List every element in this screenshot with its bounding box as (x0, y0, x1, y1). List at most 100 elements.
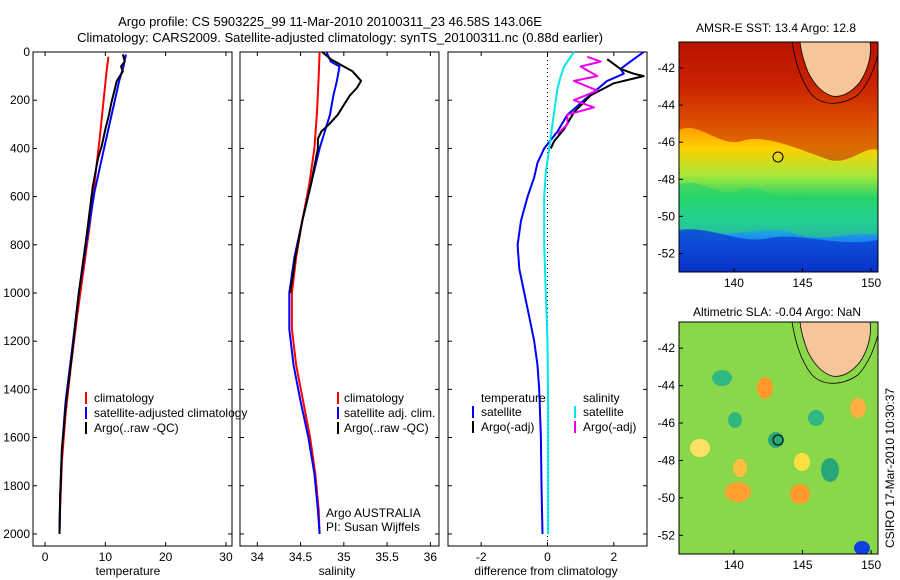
y-tick-label: 1400 (3, 382, 30, 396)
float-program-label: Argo AUSTRALIA (326, 506, 421, 520)
x-tick-label: 34.5 (289, 550, 313, 564)
y-tick-label: 2000 (3, 527, 30, 541)
legend-label-temp-satellite: satellite (481, 405, 522, 419)
sst-map: AMSR-E SST: 13.4 Argo: 12.8 (678, 21, 879, 273)
y-tick-label: 200 (10, 93, 30, 107)
figure-title-line2: Climatology: CARS2009. Satellite-adjuste… (77, 30, 603, 45)
sst-map-frame (678, 41, 879, 273)
sla-blob (768, 432, 784, 448)
difference-legend: temperature satellite Argo(-adj) salinit… (472, 391, 636, 434)
legend-title-temperature: temperature (481, 391, 546, 405)
sst-green-band (679, 182, 878, 238)
series-line (543, 51, 575, 534)
series-line (549, 58, 645, 149)
x-tick-label: 20 (159, 550, 173, 564)
legend-label-sal-argo: Argo(-adj) (583, 420, 636, 434)
salinity-plot: 34 34.5 35 35.5 36 (240, 51, 439, 564)
series-line (58, 56, 110, 535)
salinity-legend: climatology satellite adj. clim. Argo(..… (337, 391, 435, 435)
salinity-axis-label: salinity (319, 564, 356, 578)
legend-label-climatology: climatology (344, 391, 404, 405)
legend-title-salinity: salinity (583, 391, 620, 405)
temperature-legend: climatology satellite-adjusted climatolo… (85, 391, 247, 435)
map-x-tick-label: 140 (724, 276, 744, 290)
map-axes: 140 145 150 -42 -44 -46 -48 -50 -52 140 145 150 -42 -… (658, 61, 882, 572)
legend-label-argo: Argo(..raw -QC) (344, 421, 429, 435)
tasmania-bathymetry (791, 322, 878, 384)
map-x-tick-label: 140 (724, 558, 744, 572)
difference-axis-label: difference from climatology (474, 564, 617, 578)
series-line (58, 54, 126, 535)
y-tick-label: 400 (10, 141, 30, 155)
x-tick-label: 0 (544, 550, 551, 564)
sla-blob (850, 398, 866, 418)
map-y-tick-label: -44 (658, 379, 676, 393)
y-tick-label: 1000 (3, 286, 30, 300)
map-x-tick-label: 145 (793, 276, 813, 290)
series-line (289, 51, 363, 294)
sla-blob (690, 439, 710, 457)
map-x-tick-label: 150 (861, 558, 881, 572)
legend-label-temp-argo: Argo(-adj) (481, 420, 534, 434)
legend-label-argo: Argo(..raw -QC) (94, 421, 179, 435)
argo-float-marker (772, 434, 784, 446)
map-y-tick-label: -46 (658, 135, 676, 149)
sst-blue-band (679, 229, 878, 272)
x-tick-label: 35 (337, 550, 351, 564)
map-y-tick-label: -46 (658, 416, 676, 430)
sla-blob (733, 459, 747, 477)
map-y-tick-label: -50 (658, 209, 676, 223)
series-line (290, 51, 321, 535)
sla-blob (808, 410, 824, 426)
sla-blob (725, 482, 751, 502)
sla-map-frame (678, 321, 879, 555)
legend-label-sal-satellite: satellite (583, 405, 624, 419)
y-tick-label: 0 (23, 45, 30, 59)
creation-stamp: CSIRO 17-Mar-2010 10:30:37 (883, 388, 897, 548)
argo-float-marker (772, 151, 784, 163)
legend-label-satellite: satellite-adjusted climatology (94, 406, 247, 420)
sla-blob (790, 484, 810, 504)
legend-label-satellite: satellite adj. clim. (344, 406, 435, 420)
temperature-plot: 0 10 20 30 0 200 400 600 800 1000 1200 1400 1600 1800… (3, 45, 233, 564)
sla-blob (821, 458, 839, 482)
pi-label: PI: Susan Wijffels (326, 520, 420, 534)
x-tick-label: 10 (99, 550, 113, 564)
y-tick-label: 600 (10, 190, 30, 204)
sla-blob (794, 453, 810, 471)
map-y-tick-label: -52 (658, 528, 676, 542)
x-tick-label: 34 (251, 550, 265, 564)
y-tick-label: 800 (10, 238, 30, 252)
sla-blob (757, 377, 773, 399)
legend-label-climatology: climatology (94, 391, 154, 405)
sla-blob (728, 412, 742, 428)
figure-title-line1: Argo profile: CS 5903225_99 11-Mar-2010 … (118, 14, 542, 29)
map-x-tick-label: 150 (861, 276, 881, 290)
x-tick-label: 36 (424, 550, 438, 564)
map-y-tick-label: -52 (658, 246, 676, 260)
sst-map-title: AMSR-E SST: 13.4 Argo: 12.8 (696, 21, 856, 35)
x-tick-label: 0 (42, 550, 49, 564)
temperature-panel-frame (32, 51, 233, 547)
sla-map-title: Altimetric SLA: -0.04 Argo: NaN (693, 305, 861, 319)
tasmania-bathymetry (791, 42, 878, 104)
sla-map: Altimetric SLA: -0.04 Argo: NaN (678, 305, 879, 555)
map-y-tick-label: -42 (658, 341, 676, 355)
x-tick-label: -2 (476, 550, 487, 564)
salinity-panel-frame (239, 51, 440, 547)
x-tick-label: 35.5 (375, 550, 399, 564)
sla-blob (712, 370, 732, 386)
x-tick-label: 2 (610, 550, 617, 564)
map-x-tick-label: 145 (793, 558, 813, 572)
y-tick-label: 1200 (3, 334, 30, 348)
y-tick-label: 1600 (3, 431, 30, 445)
sla-blob (854, 541, 870, 554)
map-y-tick-label: -48 (658, 172, 676, 186)
temperature-axis-label: temperature (96, 564, 161, 578)
series-line (516, 51, 645, 535)
tasmania-land (799, 322, 871, 377)
map-y-tick-label: -42 (658, 61, 676, 75)
series-line (58, 54, 127, 535)
map-y-tick-label: -50 (658, 491, 676, 505)
